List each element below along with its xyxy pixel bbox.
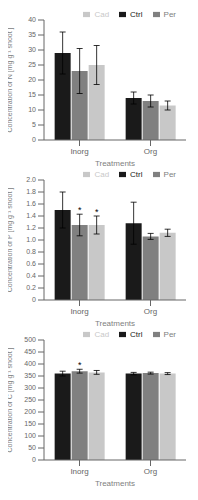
html-text:Per: Per bbox=[163, 330, 176, 339]
svg-text:Inorg: Inorg bbox=[70, 467, 88, 476]
svg-text:Inorg: Inorg bbox=[70, 147, 88, 156]
html-text:Cad: Cad bbox=[94, 330, 110, 339]
svg-text:1.6: 1.6 bbox=[26, 200, 36, 207]
svg-text:350: 350 bbox=[24, 372, 36, 379]
svg-text:40: 40 bbox=[28, 16, 36, 23]
svg-text:Org: Org bbox=[144, 467, 157, 476]
svg-text:Concentration of N [mg g⁻¹ sho: Concentration of N [mg g⁻¹ shoot ] bbox=[8, 27, 14, 132]
svg-text:Inorg: Inorg bbox=[70, 307, 88, 316]
svg-text:15: 15 bbox=[28, 91, 36, 98]
svg-text:Treatments: Treatments bbox=[95, 159, 135, 168]
svg-text:Treatments: Treatments bbox=[95, 319, 135, 328]
svg-text:2.0: 2.0 bbox=[26, 176, 36, 183]
html-text:Ctrl: Ctrl bbox=[130, 10, 143, 19]
svg-text:Org: Org bbox=[144, 307, 157, 316]
html-text:Cad: Cad bbox=[94, 10, 110, 19]
svg-text:400: 400 bbox=[24, 360, 36, 367]
svg-text:5: 5 bbox=[32, 121, 36, 128]
html-text:Ctrl: Ctrl bbox=[130, 170, 143, 179]
html-text:Per: Per bbox=[163, 170, 176, 179]
svg-text:500: 500 bbox=[24, 336, 36, 343]
svg-text:20: 20 bbox=[28, 76, 36, 83]
svg-text:30: 30 bbox=[28, 46, 36, 53]
svg-text:0.8: 0.8 bbox=[26, 248, 36, 255]
svg-text:Org: Org bbox=[144, 147, 157, 156]
svg-text:1.8: 1.8 bbox=[26, 188, 36, 195]
html-text:Ctrl: Ctrl bbox=[130, 330, 143, 339]
svg-text:Concentration of C [mg g⁻¹ sho: Concentration of C [mg g⁻¹ shoot ] bbox=[8, 347, 14, 452]
svg-text:300: 300 bbox=[24, 384, 36, 391]
svg-text:*: * bbox=[78, 205, 82, 215]
svg-text:35: 35 bbox=[28, 31, 36, 38]
svg-text:0.6: 0.6 bbox=[26, 260, 36, 267]
svg-text:150: 150 bbox=[24, 420, 36, 427]
html-text:Cad: Cad bbox=[94, 170, 110, 179]
html-text:Per: Per bbox=[163, 10, 176, 19]
svg-text:450: 450 bbox=[24, 348, 36, 355]
svg-text:200: 200 bbox=[24, 408, 36, 415]
svg-text:*: * bbox=[95, 207, 99, 217]
svg-text:*: * bbox=[78, 360, 82, 370]
svg-text:25: 25 bbox=[28, 61, 36, 68]
svg-text:0: 0 bbox=[32, 296, 36, 303]
svg-text:Concentration of P [mg g⁻¹ sho: Concentration of P [mg g⁻¹ shoot ] bbox=[8, 188, 14, 293]
svg-text:50: 50 bbox=[28, 444, 36, 451]
svg-text:0.4: 0.4 bbox=[26, 272, 36, 279]
svg-text:0: 0 bbox=[32, 136, 36, 143]
svg-text:1.0: 1.0 bbox=[26, 236, 36, 243]
svg-text:0: 0 bbox=[32, 456, 36, 463]
svg-text:Treatments: Treatments bbox=[95, 479, 135, 488]
svg-text:1.2: 1.2 bbox=[26, 224, 36, 231]
svg-text:1.4: 1.4 bbox=[26, 212, 36, 219]
svg-text:100: 100 bbox=[24, 432, 36, 439]
svg-text:0.2: 0.2 bbox=[26, 284, 36, 291]
svg-text:250: 250 bbox=[24, 396, 36, 403]
svg-text:10: 10 bbox=[28, 106, 36, 113]
